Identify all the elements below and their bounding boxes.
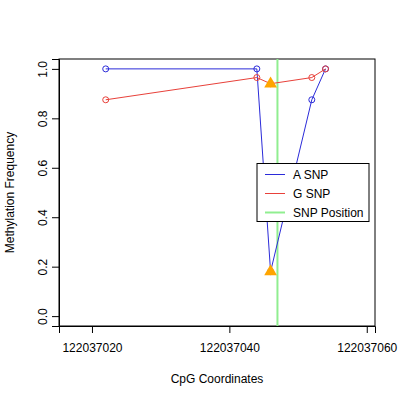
y-tick: 0.4 (36, 209, 59, 226)
x-tick-label: 122037060 (337, 341, 397, 355)
y-tick-mark (52, 267, 59, 268)
legend: A SNP G SNP SNP Position (257, 164, 369, 222)
point (323, 66, 329, 72)
y-tick-label: 0.0 (36, 308, 50, 325)
x-tick-mark (367, 326, 368, 333)
plot-frame (59, 59, 375, 326)
series-line (106, 69, 326, 100)
y-tick-label: 1.0 (36, 61, 50, 78)
y-tick: 1.0 (36, 61, 59, 78)
x-tick: 122037060 (337, 326, 397, 355)
x-axis-title: CpG Coordinates (171, 372, 264, 386)
y-tick: 0.2 (36, 259, 59, 276)
y-tick: 0.6 (36, 160, 59, 177)
point (254, 66, 260, 72)
x-tick-label: 122037020 (62, 341, 122, 355)
y-tick-mark (52, 217, 59, 218)
point (264, 76, 277, 87)
x-tick-mark (92, 326, 93, 333)
x-axis: 122037020 122037040 122037060 (60, 326, 398, 355)
y-axis: 0.0 0.2 0.4 0.6 0.8 1.0 (36, 60, 60, 327)
y-tick-mark (52, 118, 59, 119)
legend-label: A SNP (293, 168, 328, 182)
point (254, 75, 260, 81)
point (309, 75, 315, 81)
point (103, 97, 109, 103)
y-tick-label: 0.4 (36, 209, 50, 226)
x-tick: 122037040 (200, 326, 260, 355)
point (323, 66, 329, 72)
chart: 1220370201220370401220370600.00.20.40.60… (0, 0, 400, 400)
y-tick-mark (52, 69, 59, 70)
y-tick-label: 0.2 (36, 259, 50, 276)
y-tick: 0.8 (36, 110, 59, 127)
y-tick-mark (52, 168, 59, 169)
y-tick-label: 0.8 (36, 110, 50, 127)
x-tick: 122037020 (62, 326, 122, 355)
y-tick-mark (52, 316, 59, 317)
legend-swatch (265, 212, 285, 214)
point (309, 97, 315, 103)
x-tick-mark (229, 326, 230, 333)
point (264, 264, 277, 275)
legend-label: SNP Position (293, 206, 363, 220)
y-tick: 0.0 (36, 308, 59, 325)
point (103, 66, 109, 72)
legend-swatch (265, 193, 285, 194)
legend-box (257, 164, 369, 222)
x-axis-line (60, 327, 376, 334)
y-axis-title: Methylation Frequency (3, 132, 17, 253)
x-tick-label: 122037040 (200, 341, 260, 355)
legend-swatch (265, 174, 285, 175)
y-tick-label: 0.6 (36, 160, 50, 177)
legend-label: G SNP (293, 187, 330, 201)
y-axis-line (52, 60, 60, 327)
